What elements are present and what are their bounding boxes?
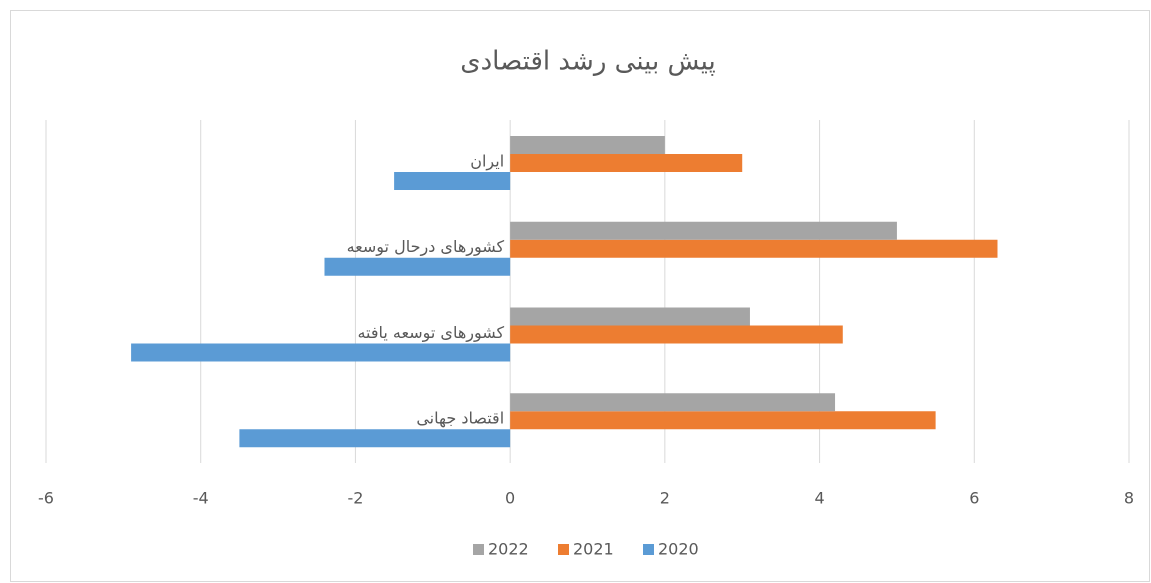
- x-tick-label: -6: [38, 489, 54, 508]
- bar: [510, 307, 750, 326]
- bar: [510, 393, 836, 412]
- x-tick-label: 6: [969, 489, 979, 508]
- bar: [510, 136, 665, 154]
- y-tick-label: کشورهای توسعه یافته: [357, 323, 504, 343]
- x-tick-label: 4: [814, 489, 824, 508]
- x-tick-label: -4: [193, 489, 209, 508]
- x-tick-label: 0: [505, 489, 515, 508]
- bar: [324, 257, 511, 276]
- bar: [510, 411, 936, 430]
- legend-label: 2020: [658, 540, 699, 559]
- legend-label: 2022: [488, 540, 529, 559]
- bar: [239, 429, 511, 448]
- legend-label: 2021: [573, 540, 614, 559]
- x-tick-label: 2: [660, 489, 670, 508]
- legend-swatch: [643, 544, 654, 555]
- bar: [510, 325, 843, 344]
- bar: [510, 221, 897, 240]
- bar: [131, 343, 511, 362]
- chart-title: پیش بینی رشد اقتصادی: [460, 47, 716, 77]
- x-tick-label: 8: [1124, 489, 1134, 508]
- bar: [510, 154, 743, 172]
- y-tick-label: کشورهای درحال توسعه: [347, 237, 505, 257]
- bar: [510, 239, 998, 258]
- bar: [394, 172, 511, 190]
- y-tick-label: ایران: [470, 151, 504, 171]
- y-tick-label: اقتصاد جهانی: [416, 409, 504, 429]
- x-tick-label: -2: [347, 489, 363, 508]
- legend-swatch: [473, 544, 484, 555]
- legend-swatch: [558, 544, 569, 555]
